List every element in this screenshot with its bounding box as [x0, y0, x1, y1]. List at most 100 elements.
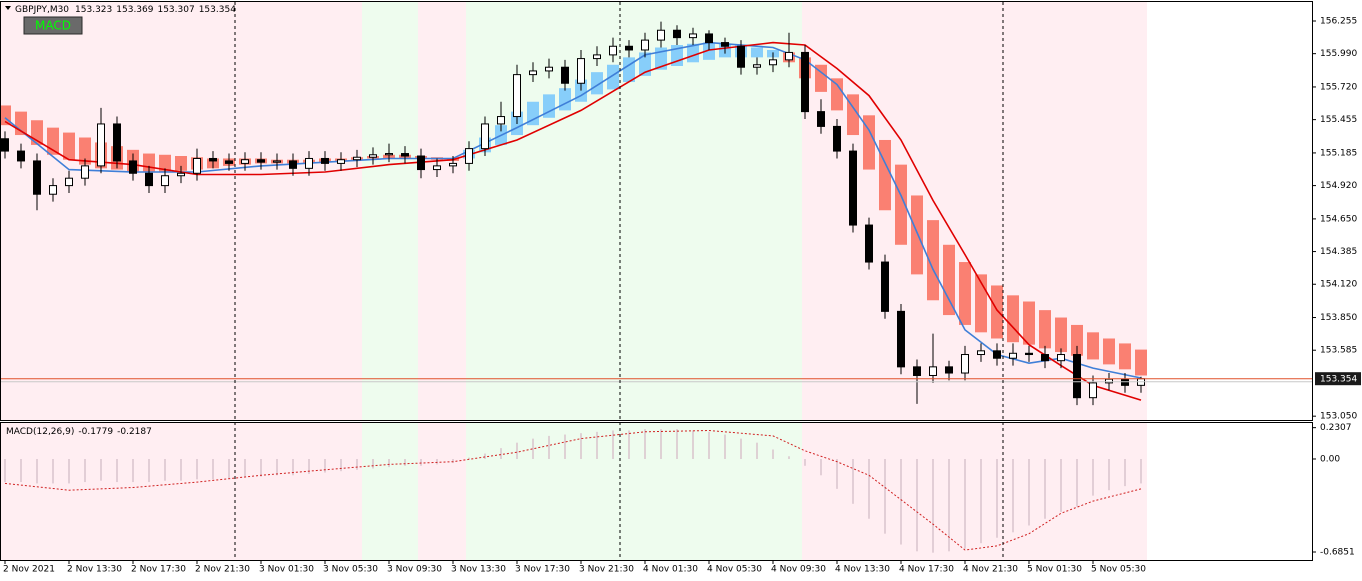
candle-body [481, 123, 489, 150]
x-tick-label: 2 Nov 2021 [3, 565, 55, 575]
session-band [362, 2, 418, 560]
cloud-bar [159, 154, 171, 173]
cloud-bar [815, 64, 827, 92]
main-frame [0, 1, 1313, 421]
candle-body [401, 153, 409, 157]
candle-body [721, 42, 729, 47]
y-tick-label: 155.990 [1320, 49, 1357, 59]
y-tick-label: 153.050 [1320, 412, 1357, 422]
cloud-bar [751, 47, 763, 58]
x-tick-label: 3 Nov 21:30 [579, 565, 634, 575]
candle-body [1073, 354, 1081, 399]
macd-y-tick-label: -0.6851 [1320, 548, 1355, 558]
ohlc-high: 153.369 [116, 5, 153, 15]
x-tick-label: 3 Nov 01:30 [259, 565, 314, 575]
x-tick-label: 3 Nov 13:30 [451, 565, 506, 575]
macd-button[interactable]: MACD [23, 16, 83, 35]
cloud-bar [927, 220, 939, 301]
macd-signal: -0.2187 [117, 427, 152, 437]
cloud-bar [1135, 349, 1147, 376]
candle-body [577, 58, 585, 84]
candle-body [305, 157, 313, 169]
frames [0, 1, 1313, 561]
cloud-bar [543, 94, 555, 118]
candle-body [177, 172, 185, 177]
candle-body [705, 33, 713, 44]
menu-arrow[interactable] [5, 6, 11, 10]
candle-body [1121, 378, 1129, 386]
cloud-bar [527, 101, 539, 126]
candle-body [193, 157, 201, 174]
candle-body [945, 366, 953, 374]
x-tick-label: 2 Nov 17:30 [131, 565, 186, 575]
candle-body [737, 45, 745, 68]
symbol: GBPJPY,M30 [15, 5, 69, 15]
cloud-bar [879, 139, 891, 211]
macd-label: MACD(12,26,9) [6, 427, 74, 437]
session-band [418, 2, 466, 560]
candle-body [609, 45, 617, 56]
session-band [802, 2, 1147, 560]
candle-body [849, 150, 857, 226]
cloud-bar [0, 105, 11, 126]
candle-body [97, 123, 105, 167]
candle-body [801, 51, 809, 113]
candle-body [961, 354, 969, 374]
cloud-bar [79, 137, 91, 165]
cloud-bar [687, 43, 699, 63]
candle-body [321, 157, 329, 164]
y-tick-label: 155.185 [1320, 148, 1357, 158]
x-tick-label: 2 Nov 21:30 [195, 565, 250, 575]
x-tick-label: 4 Nov 21:30 [963, 565, 1018, 575]
macd-frame [0, 422, 1313, 561]
cloud-bar [1071, 324, 1083, 356]
cloud-bar [991, 285, 1003, 339]
x-tick-label: 2 Nov 13:30 [67, 565, 122, 575]
candle-body [929, 366, 937, 376]
y-tick-label: 154.385 [1320, 247, 1357, 257]
button-label[interactable]: MACD [35, 19, 71, 33]
session-band [466, 2, 802, 560]
candle-body [817, 111, 825, 127]
candle-body [225, 160, 233, 164]
button-bg[interactable] [23, 16, 83, 35]
current-price-label: 153.354 [1320, 375, 1357, 385]
macd-signal [4, 429, 1142, 551]
candle-body [433, 165, 441, 171]
candle-body [113, 123, 121, 162]
cloud-bar [175, 156, 187, 171]
cloud-bar [1023, 301, 1035, 345]
cloud-bar [831, 78, 843, 111]
candle-body [673, 29, 681, 39]
y-tick-label: 154.650 [1320, 214, 1357, 224]
candle-body [449, 162, 457, 167]
candle-body [593, 54, 601, 60]
cloud-bar [1087, 332, 1099, 360]
cloud-bar [895, 164, 907, 245]
cloud-bar [847, 94, 859, 136]
cloud-bar [943, 244, 955, 316]
candle-body [257, 159, 265, 163]
candle-body [81, 165, 89, 179]
cloud-bar [1103, 338, 1115, 365]
candle-body [129, 160, 137, 174]
x-tick-label: 3 Nov 05:30 [323, 565, 378, 575]
candle-body [561, 66, 569, 84]
candle-body [145, 172, 153, 187]
candle-body [65, 177, 73, 187]
x-tick-label: 4 Nov 01:30 [643, 565, 698, 575]
candle-body [913, 366, 921, 376]
candle-body [689, 33, 697, 39]
candle-body [1089, 382, 1097, 399]
candle-body [1009, 352, 1017, 359]
candle-body [1025, 352, 1033, 356]
candle-body [529, 70, 537, 76]
candle-body [513, 74, 521, 118]
candle-body [1105, 378, 1113, 384]
candle-body [881, 261, 889, 312]
candle-body [17, 150, 25, 162]
candle-body [785, 51, 793, 61]
y-tick-label: 155.455 [1320, 115, 1357, 125]
